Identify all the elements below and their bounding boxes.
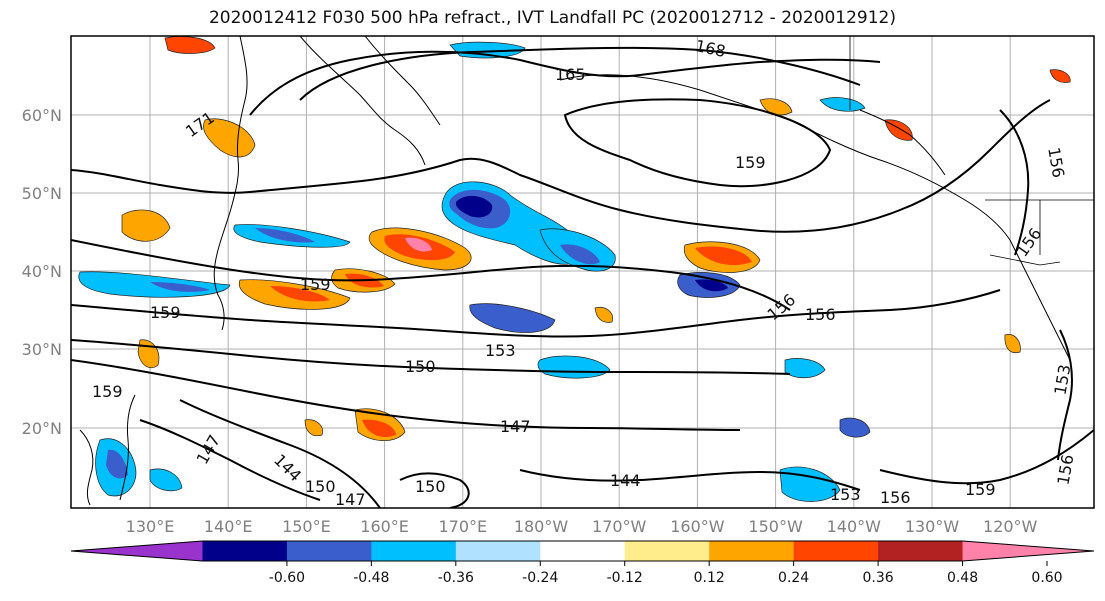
colorbar-tick-label: -0.36 <box>438 570 474 586</box>
colorbar-segment <box>540 541 626 561</box>
height-contours <box>71 46 1094 508</box>
colorbar-segment <box>371 541 457 561</box>
contour-label: 150 <box>415 477 446 496</box>
lon-label: 140°W <box>827 517 882 536</box>
colorbar-segment <box>709 541 795 561</box>
lat-label: 60°N <box>22 106 62 125</box>
longitude-labels: 130°E 140°E 150°E 160°E 170°E 180°W 170°W 160°W… <box>126 517 1038 536</box>
contour-label: 147 <box>500 417 531 436</box>
colorbar-tick-label: 0.48 <box>947 570 978 586</box>
contour-label: 159 <box>300 275 331 294</box>
colorbar-tick-label: 0.24 <box>778 570 809 586</box>
lon-label: 160°E <box>360 517 409 536</box>
lat-label: 40°N <box>22 262 62 281</box>
colorbar-extend-min <box>71 541 203 561</box>
colorbar-tick-label: 0.60 <box>1031 570 1062 586</box>
colorbar-tick-label: 0.36 <box>863 570 894 586</box>
contour-label: 156 <box>880 488 911 507</box>
anomaly-shading <box>78 36 1071 502</box>
colorbar-segment <box>793 541 879 561</box>
contour-label: 159 <box>150 303 181 322</box>
contour-label: 159 <box>735 153 766 172</box>
lon-label: 180°W <box>514 517 569 536</box>
lon-label: 130°W <box>905 517 960 536</box>
contour-label: 156 <box>805 305 836 324</box>
colorbar-ticks: -0.60 -0.48 -0.36 -0.24 -0.12 0.12 0.24 0.36 0.4… <box>269 561 1063 586</box>
colorbar-outline <box>70 540 1095 562</box>
lon-label: 170°E <box>438 517 487 536</box>
lat-label: 50°N <box>22 184 62 203</box>
contour-label: 165 <box>555 65 586 84</box>
graticule <box>71 36 1094 508</box>
lon-label: 160°W <box>670 517 725 536</box>
lon-label: 170°W <box>592 517 647 536</box>
colorbar-tick-label: -0.12 <box>607 570 643 586</box>
contour-label: 144 <box>610 471 641 490</box>
colorbar-tick-label: 0.12 <box>694 570 725 586</box>
map-panel <box>71 36 1094 508</box>
lon-label: 120°W <box>983 517 1038 536</box>
lat-label: 20°N <box>22 419 62 438</box>
colorbar <box>70 540 1095 562</box>
contour-label: 147 <box>335 490 366 509</box>
map-title: 2020012412 F030 500 hPa refract., IVT La… <box>208 8 896 28</box>
borders <box>849 36 1094 266</box>
lat-label: 30°N <box>22 340 62 359</box>
lon-label: 130°E <box>126 517 175 536</box>
colorbar-segment <box>624 541 710 561</box>
colorbar-tick-label: -0.60 <box>269 570 305 586</box>
contour-label: 150 <box>405 357 436 376</box>
colorbar-segment <box>878 541 964 561</box>
colorbar-extend-max <box>962 541 1094 561</box>
map-border <box>70 35 1095 509</box>
contour-label: 159 <box>92 382 123 401</box>
contour-label: 159 <box>965 480 996 499</box>
contour-label: 150 <box>305 477 336 496</box>
lon-label: 150°W <box>748 517 803 536</box>
latitude-labels: 60°N 50°N 40°N 30°N 20°N <box>22 106 62 438</box>
lon-label: 150°E <box>282 517 331 536</box>
contour-label: 153 <box>830 485 861 504</box>
colorbar-segment <box>286 541 372 561</box>
lon-label: 140°E <box>204 517 253 536</box>
colorbar-tick-label: -0.24 <box>522 570 558 586</box>
colorbar-tick-label: -0.48 <box>353 570 389 586</box>
colorbar-segment <box>202 541 288 561</box>
colorbar-segment <box>455 541 541 561</box>
contour-label: 153 <box>485 341 516 360</box>
